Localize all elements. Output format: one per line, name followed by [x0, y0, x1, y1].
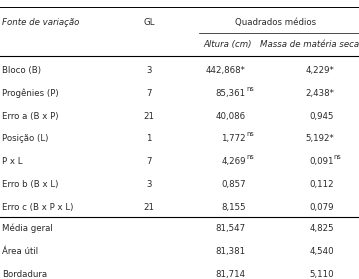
Text: 1: 1	[146, 134, 152, 143]
Text: Erro b (B x L): Erro b (B x L)	[2, 180, 58, 189]
Text: 5,110: 5,110	[309, 270, 334, 279]
Text: 7: 7	[146, 157, 152, 166]
Text: 1,772: 1,772	[221, 134, 246, 143]
Text: GL: GL	[143, 18, 155, 27]
Text: 4,540: 4,540	[309, 247, 334, 256]
Text: Área útil: Área útil	[2, 247, 38, 256]
Text: 4,269: 4,269	[222, 157, 246, 166]
Text: Erro a (B x P): Erro a (B x P)	[2, 112, 58, 121]
Text: 7: 7	[146, 89, 152, 98]
Text: ns: ns	[246, 154, 254, 160]
Text: 81,381: 81,381	[216, 247, 246, 256]
Text: 81,714: 81,714	[216, 270, 246, 279]
Text: Bordadura: Bordadura	[2, 270, 47, 279]
Text: Massa de matéria seca (kg): Massa de matéria seca (kg)	[260, 40, 359, 49]
Text: Posição (L): Posição (L)	[2, 134, 48, 143]
Text: P x L: P x L	[2, 157, 22, 166]
Text: 0,945: 0,945	[309, 112, 334, 121]
Text: ns: ns	[246, 86, 254, 92]
Text: 21: 21	[144, 203, 154, 212]
Text: 0,079: 0,079	[309, 203, 334, 212]
Text: 85,361: 85,361	[216, 89, 246, 98]
Text: Quadrados médios: Quadrados médios	[235, 18, 316, 27]
Text: 8,155: 8,155	[221, 203, 246, 212]
Text: 3: 3	[146, 180, 152, 189]
Text: 4,229*: 4,229*	[305, 66, 334, 75]
Text: 2,438*: 2,438*	[305, 89, 334, 98]
Text: 3: 3	[146, 66, 152, 75]
Text: Média geral: Média geral	[2, 224, 52, 233]
Text: 21: 21	[144, 112, 154, 121]
Text: Erro c (B x P x L): Erro c (B x P x L)	[2, 203, 73, 212]
Text: Fonte de variação: Fonte de variação	[2, 18, 79, 27]
Text: Progênies (P): Progênies (P)	[2, 88, 59, 98]
Text: Bloco (B): Bloco (B)	[2, 66, 41, 75]
Text: 0,091: 0,091	[309, 157, 334, 166]
Text: ns: ns	[334, 154, 342, 160]
Text: 81,547: 81,547	[216, 224, 246, 233]
Text: 4,825: 4,825	[309, 224, 334, 233]
Text: 0,112: 0,112	[309, 180, 334, 189]
Text: ns: ns	[246, 131, 254, 138]
Text: Altura (cm): Altura (cm)	[204, 40, 252, 49]
Text: 442,868*: 442,868*	[206, 66, 246, 75]
Text: 0,857: 0,857	[221, 180, 246, 189]
Text: 40,086: 40,086	[216, 112, 246, 121]
Text: 5,192*: 5,192*	[305, 134, 334, 143]
